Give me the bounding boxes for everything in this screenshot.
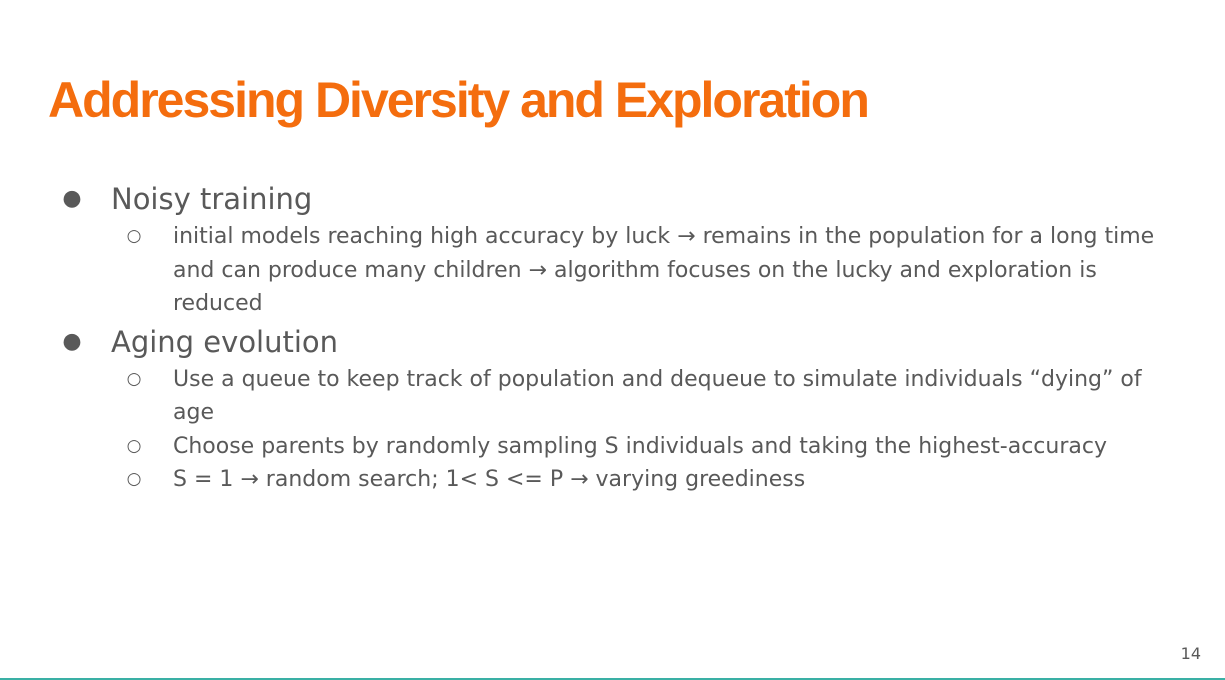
hollow-bullet-icon: ○ bbox=[126, 368, 142, 389]
page-number: 14 bbox=[1180, 644, 1201, 663]
sub-bullet: ○ S = 1 → random search; 1< S <= P → var… bbox=[0, 463, 1225, 497]
hollow-bullet-icon: ○ bbox=[126, 469, 142, 489]
bullet-noisy-training: ● Noisy training bbox=[0, 178, 1225, 220]
sub-bullet: ○ initial models reaching high accuracy … bbox=[0, 220, 1225, 321]
sub-bullet-text: Use a queue to keep track of population … bbox=[173, 366, 1142, 426]
sub-bullet-text: Choose parents by randomly sampling S in… bbox=[173, 433, 1107, 459]
bullet-aging-evolution: ● Aging evolution bbox=[0, 321, 1225, 363]
sub-bullet-text: S = 1 → random search; 1< S <= P → varyi… bbox=[173, 467, 806, 492]
bullet-heading: Aging evolution bbox=[111, 324, 339, 359]
filled-bullet-icon: ● bbox=[62, 328, 82, 354]
sub-bullet: ○ Choose parents by randomly sampling S … bbox=[0, 430, 1225, 464]
hollow-bullet-icon: ○ bbox=[126, 435, 142, 456]
sub-bullet: ○ Use a queue to keep track of populatio… bbox=[0, 363, 1225, 430]
bullet-heading: Noisy training bbox=[111, 182, 313, 216]
hollow-bullet-icon: ○ bbox=[126, 226, 142, 246]
bottom-accent-rule bbox=[0, 678, 1225, 680]
filled-bullet-icon: ● bbox=[62, 186, 82, 211]
sub-bullet-text: initial models reaching high accuracy by… bbox=[173, 224, 1155, 316]
slide-body: ● Noisy training ○ initial models reachi… bbox=[0, 178, 1225, 497]
slide-title: Addressing Diversity and Exploration bbox=[48, 72, 870, 128]
